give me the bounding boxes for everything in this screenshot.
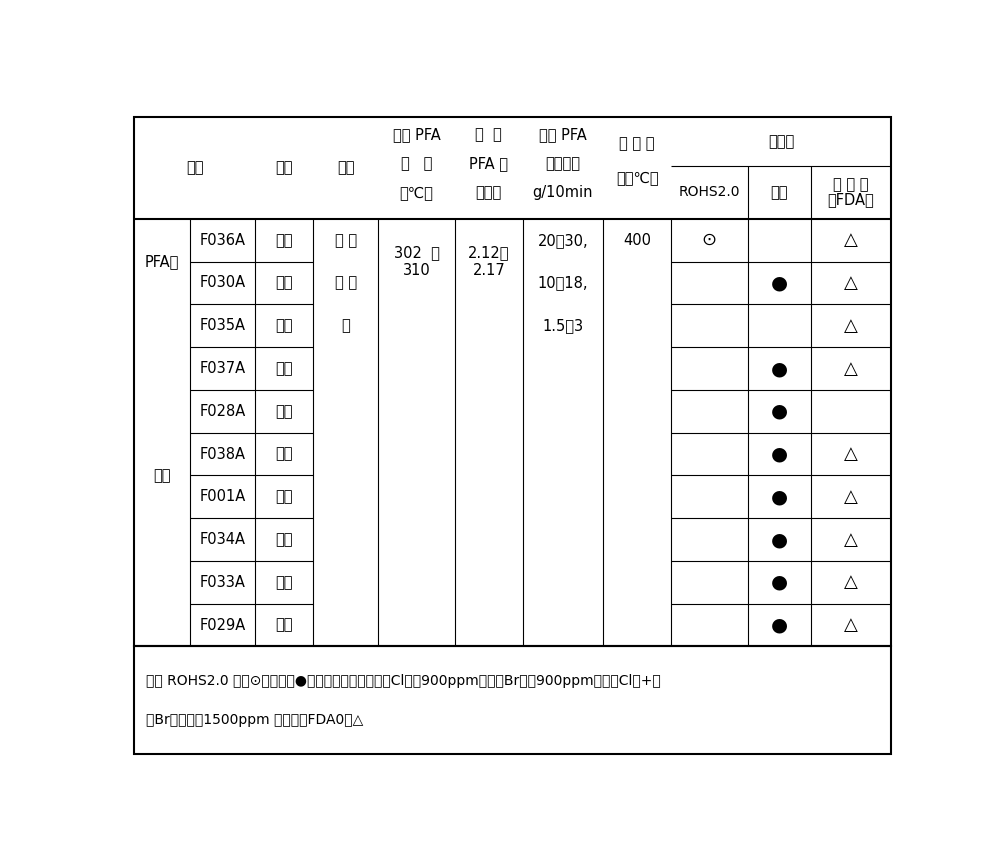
Bar [134, 646, 891, 754]
Text: PFA色: PFA色 [145, 254, 179, 269]
Text: PFA 相: PFA 相 [469, 156, 508, 170]
Text: 白色: 白色 [275, 575, 293, 590]
Text: ●: ● [771, 359, 788, 378]
Text: 400: 400 [623, 233, 651, 247]
Text: F033A: F033A [200, 575, 245, 590]
Text: 载  体: 载 体 [475, 127, 502, 141]
Text: △: △ [844, 274, 858, 292]
Text: F036A: F036A [200, 233, 246, 247]
Text: 母粒: 母粒 [153, 468, 171, 483]
Text: ●: ● [771, 573, 788, 591]
Text: ●: ● [771, 487, 788, 506]
Text: 燘融指数: 燘融指数 [545, 156, 580, 170]
Text: 符合 ROHS2.0 版：⊙；卤素：●；按照欧盟标准：氯（Cl）＜900ppm，溝（Br）＜900ppm，氯（Cl）+溝: 符合 ROHS2.0 版：⊙；卤素：●；按照欧盟标准：氯（Cl）＜900ppm，… [146, 674, 661, 688]
Text: 1.5～3: 1.5～3 [542, 318, 583, 333]
Text: 棕色: 棕色 [275, 447, 293, 461]
Text: 蓝色: 蓝色 [275, 361, 293, 376]
Text: F035A: F035A [200, 318, 246, 333]
Text: 载体 PFA: 载体 PFA [539, 127, 587, 141]
Text: △: △ [844, 574, 858, 591]
Text: 载体 PFA: 载体 PFA [393, 127, 440, 141]
Text: 圆 柱: 圆 柱 [335, 233, 357, 247]
Text: △: △ [844, 531, 858, 549]
Text: 橙色: 橙色 [275, 318, 293, 333]
Text: 外观: 外观 [337, 161, 354, 175]
Text: 黑色: 黑色 [275, 618, 293, 633]
Text: F034A: F034A [200, 532, 246, 547]
Text: ●: ● [771, 530, 788, 549]
Text: F038A: F038A [200, 447, 246, 461]
Text: ●: ● [771, 615, 788, 634]
Text: g/10min: g/10min [533, 185, 593, 199]
Text: △: △ [844, 360, 858, 377]
Text: 2.12～
2.17: 2.12～ 2.17 [468, 246, 510, 278]
Text: F029A: F029A [199, 618, 246, 633]
Text: 温（℃）: 温（℃） [616, 170, 658, 185]
Text: △: △ [844, 317, 858, 335]
Text: 颜 料 耐: 颜 料 耐 [619, 136, 655, 152]
Text: 粒: 粒 [341, 318, 350, 333]
Text: 卤素: 卤素 [770, 185, 788, 200]
Text: F037A: F037A [199, 361, 246, 376]
Text: （FDA）: （FDA） [827, 193, 874, 208]
Text: （Br）总和＜1500ppm 食品级（FDA0：△: （Br）总和＜1500ppm 食品级（FDA0：△ [146, 712, 363, 727]
Text: 对密度: 对密度 [476, 185, 502, 199]
Text: 黄色: 黄色 [275, 276, 293, 290]
Text: 形 颜: 形 颜 [335, 276, 357, 290]
Text: 燘   点: 燘 点 [401, 156, 432, 170]
Text: ROHS2.0: ROHS2.0 [679, 186, 740, 199]
Text: ●: ● [771, 273, 788, 293]
Text: 颜色: 颜色 [275, 161, 293, 175]
Text: F028A: F028A [199, 404, 246, 419]
Bar [134, 117, 891, 646]
Text: 绿色: 绿色 [275, 490, 293, 504]
Text: 20～30,: 20～30, [538, 233, 588, 247]
Text: △: △ [844, 445, 858, 463]
Text: F001A: F001A [199, 490, 246, 504]
Text: 灰色: 灰色 [275, 532, 293, 547]
Text: 紫色: 紫色 [275, 404, 293, 419]
Text: ●: ● [771, 444, 788, 464]
Text: △: △ [844, 231, 858, 249]
Text: 环保标: 环保标 [768, 134, 794, 149]
Text: 红色: 红色 [275, 233, 293, 247]
Text: △: △ [844, 488, 858, 506]
Text: （℃）: （℃） [400, 185, 433, 199]
Text: 食 品 级: 食 品 级 [833, 177, 868, 193]
Text: 牌号: 牌号 [186, 161, 203, 175]
Text: ●: ● [771, 401, 788, 421]
Text: △: △ [844, 616, 858, 634]
Text: 302  ～
310: 302 ～ 310 [394, 246, 439, 278]
Text: F030A: F030A [199, 276, 246, 290]
Text: ⊙: ⊙ [702, 231, 717, 249]
Text: 10～18,: 10～18, [538, 276, 588, 290]
